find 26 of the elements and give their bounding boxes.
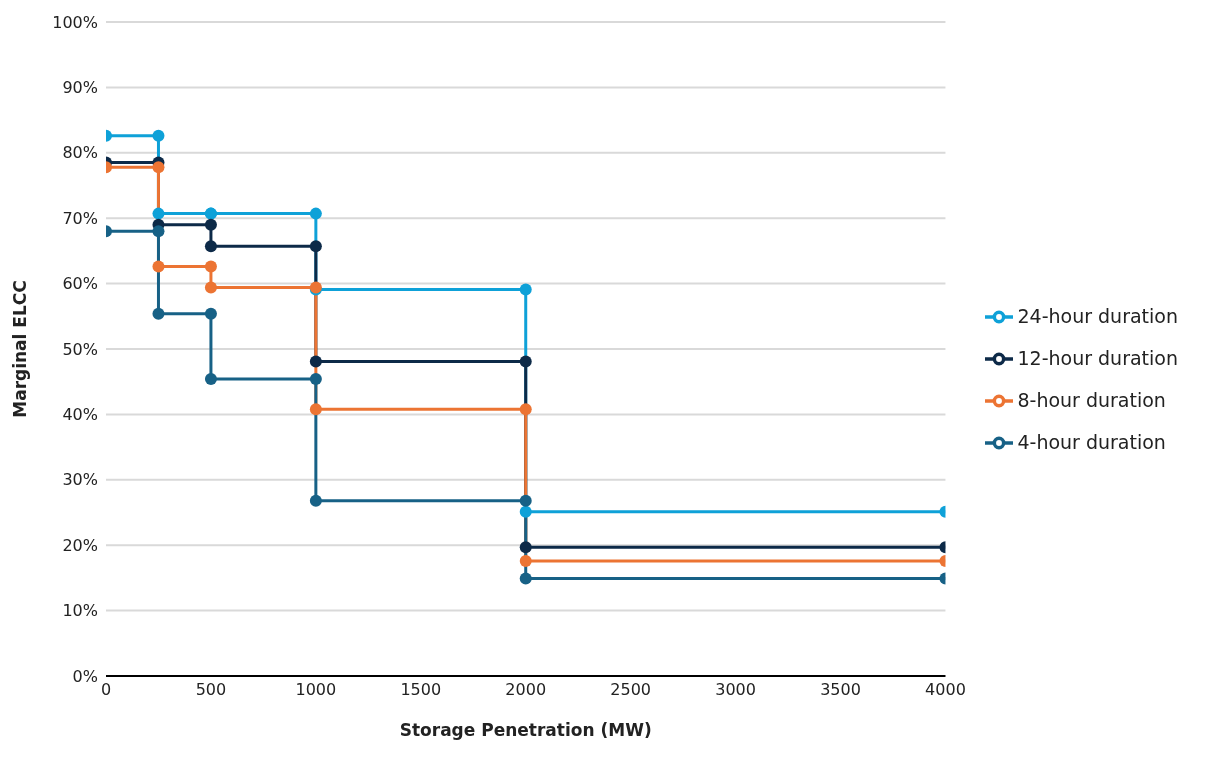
y-tick-label: 90% <box>62 78 98 98</box>
y-tick-label: 50% <box>62 339 98 359</box>
y-tick-label: 80% <box>62 143 98 163</box>
y-tick-label: 60% <box>62 274 98 294</box>
x-tick-label: 500 <box>195 680 227 700</box>
x-tick-label: 0 <box>100 680 112 700</box>
x-tick-label: 2500 <box>610 680 652 700</box>
y-tick-label: 70% <box>62 208 98 228</box>
y-tick-label: 10% <box>62 601 98 621</box>
y-tick-label: 30% <box>62 470 98 490</box>
y-tick-label: 20% <box>62 535 98 555</box>
legend-label: 8-hour duration <box>1017 388 1166 411</box>
legend-label: 24-hour duration <box>1017 304 1178 327</box>
y-tick-label: 100% <box>52 12 98 32</box>
x-tick-label: 2000 <box>505 680 547 700</box>
x-tick-label: 1000 <box>295 680 337 700</box>
x-tick-label: 3000 <box>715 680 756 700</box>
legend-label: 12-hour duration <box>1017 346 1178 369</box>
x-tick-label: 4000 <box>925 680 966 700</box>
x-tick-label: 3500 <box>820 680 861 700</box>
y-tick-label: 0% <box>72 666 98 686</box>
x-tick-label: 1500 <box>400 680 442 700</box>
y-axis-title: Marginal ELCC <box>10 280 31 418</box>
legend-label: 4-hour duration <box>1017 430 1166 453</box>
x-axis-title: Storage Penetration (MW) <box>399 720 652 740</box>
y-tick-label: 40% <box>62 405 98 425</box>
